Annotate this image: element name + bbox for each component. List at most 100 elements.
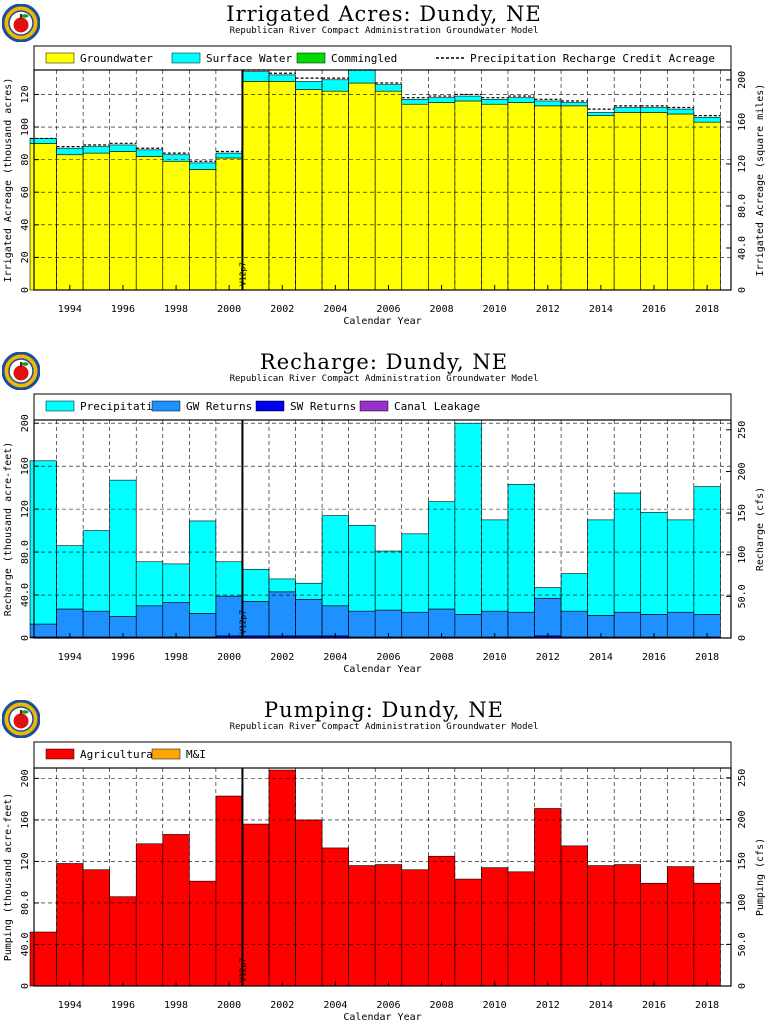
x-tick-label: 2010 bbox=[483, 652, 507, 663]
gw-returns-bar bbox=[56, 608, 84, 638]
y-axis-label: Recharge (thousand acre-feet) bbox=[3, 442, 14, 617]
legend-label: Precipitation bbox=[80, 400, 166, 413]
surface-water-bar bbox=[242, 71, 270, 82]
agricultural-bar bbox=[481, 867, 509, 987]
y-tick-label: 120 bbox=[20, 852, 31, 870]
y-tick-right-label: 200 bbox=[737, 462, 748, 480]
precipitation-bar bbox=[189, 520, 217, 614]
y-tick-label: 120 bbox=[20, 500, 31, 518]
y-tick-label: 80 bbox=[20, 154, 31, 166]
groundwater-bar bbox=[321, 90, 349, 291]
plot-frame bbox=[33, 767, 732, 987]
groundwater-bar bbox=[162, 160, 190, 291]
precipitation-bar bbox=[348, 524, 376, 612]
agricultural-bar bbox=[401, 869, 429, 987]
x-tick-label: 2006 bbox=[376, 304, 400, 315]
legend-swatch bbox=[255, 400, 285, 412]
y-tick-right-label: 0 bbox=[737, 287, 748, 293]
x-tick-label: 2006 bbox=[376, 1000, 400, 1011]
x-tick-label: 2014 bbox=[589, 1000, 613, 1011]
irrigated-acres-chart: Groundwater Surface Water Commingled Precip… bbox=[3, 45, 766, 327]
x-tick-label: 2000 bbox=[217, 652, 241, 663]
agricultural-bar bbox=[189, 880, 217, 987]
y-tick-label: 80.0 bbox=[20, 891, 31, 915]
precipitation-bar bbox=[640, 512, 668, 615]
apple-icon bbox=[13, 17, 29, 33]
groundwater-bar bbox=[428, 102, 456, 291]
surface-water-bar bbox=[613, 107, 642, 113]
x-tick-label: 2008 bbox=[430, 1000, 454, 1011]
agricultural-bar bbox=[56, 863, 84, 987]
legend-swatch bbox=[151, 400, 181, 412]
legend-label: M&I bbox=[186, 748, 206, 761]
x-tick-label: 2016 bbox=[642, 1000, 666, 1011]
surface-water-bar bbox=[587, 112, 615, 116]
y-tick-right-label: 100 bbox=[737, 546, 748, 564]
y-tick-right-label: 0 bbox=[737, 983, 748, 989]
y-tick-label: 20 bbox=[20, 251, 31, 263]
y-tick-right-label: 0 bbox=[737, 635, 748, 641]
apple-leaf-icon bbox=[21, 14, 29, 18]
surface-water-bar bbox=[481, 99, 509, 105]
x-tick-label: 2012 bbox=[536, 652, 560, 663]
plot-frame bbox=[33, 69, 732, 291]
gw-returns-bar bbox=[215, 595, 243, 637]
x-tick-label: 1998 bbox=[164, 1000, 188, 1011]
x-tick-label: 2010 bbox=[483, 1000, 507, 1011]
y-tick-right-label: 50.0 bbox=[737, 932, 748, 956]
surface-water-bar bbox=[135, 149, 164, 157]
groundwater-bar bbox=[666, 113, 695, 291]
x-tick-label: 1996 bbox=[111, 652, 135, 663]
agricultural-bar bbox=[640, 882, 668, 987]
surface-water-bar bbox=[534, 100, 562, 107]
legend-swatch bbox=[296, 52, 326, 64]
pumping-panel: Pumping: Dundy, NE Republican River Comp… bbox=[0, 696, 768, 1036]
y-tick-label: 0 bbox=[20, 635, 31, 641]
agricultural-bar bbox=[534, 808, 562, 987]
surface-water-bar bbox=[666, 108, 695, 115]
y-tick-right-label: 200 bbox=[737, 810, 748, 828]
precipitation-bar bbox=[321, 515, 349, 607]
rrca-logo-icon bbox=[2, 352, 40, 390]
logo-graphic bbox=[2, 352, 40, 390]
agricultural-bar bbox=[321, 847, 349, 987]
x-tick-label: 1998 bbox=[164, 304, 188, 315]
legend-swatch bbox=[171, 52, 201, 64]
gw-returns-bar bbox=[507, 611, 535, 638]
agricultural-bar bbox=[454, 878, 482, 987]
surface-water-bar bbox=[560, 102, 588, 107]
surface-water-bar bbox=[109, 144, 137, 152]
precipitation-bar bbox=[507, 484, 535, 613]
model-version-label: V12p7 bbox=[238, 610, 247, 634]
surface-water-bar bbox=[215, 152, 243, 159]
plot-frame bbox=[33, 419, 732, 639]
surface-water-bar bbox=[693, 116, 721, 123]
groundwater-bar bbox=[295, 89, 323, 291]
precipitation-bar bbox=[374, 550, 403, 611]
y-tick-label: 40.0 bbox=[20, 583, 31, 607]
precipitation-bar bbox=[401, 533, 429, 613]
chart-subtitle: Republican River Compact Administration … bbox=[229, 374, 539, 384]
x-tick-label: 2002 bbox=[270, 304, 294, 315]
groundwater-bar bbox=[374, 90, 403, 291]
legend-swatch bbox=[45, 52, 75, 64]
gw-returns-bar bbox=[560, 610, 588, 638]
y-tick-label: 160 bbox=[20, 457, 31, 475]
agricultural-bar bbox=[613, 864, 642, 987]
y-tick-label: 60 bbox=[20, 186, 31, 198]
precipitation-bar bbox=[428, 501, 456, 610]
groundwater-bar bbox=[454, 100, 482, 291]
precipitation-bar bbox=[454, 422, 482, 615]
x-tick-label: 2018 bbox=[695, 304, 719, 315]
agricultural-bar bbox=[215, 795, 243, 987]
recharge-chart: Precipitation GW Returns SW Returns Canal L… bbox=[3, 393, 766, 675]
gw-returns-bar bbox=[82, 610, 110, 638]
gw-returns-bar bbox=[401, 611, 429, 638]
legend-swatch bbox=[45, 748, 75, 760]
agricultural-bar bbox=[82, 869, 110, 987]
surface-water-bar bbox=[374, 84, 403, 92]
y-tick-right-label: 120 bbox=[737, 155, 748, 173]
x-tick-label: 2002 bbox=[270, 1000, 294, 1011]
legend-label: Groundwater bbox=[80, 52, 153, 65]
y-tick-label: 0 bbox=[20, 287, 31, 293]
